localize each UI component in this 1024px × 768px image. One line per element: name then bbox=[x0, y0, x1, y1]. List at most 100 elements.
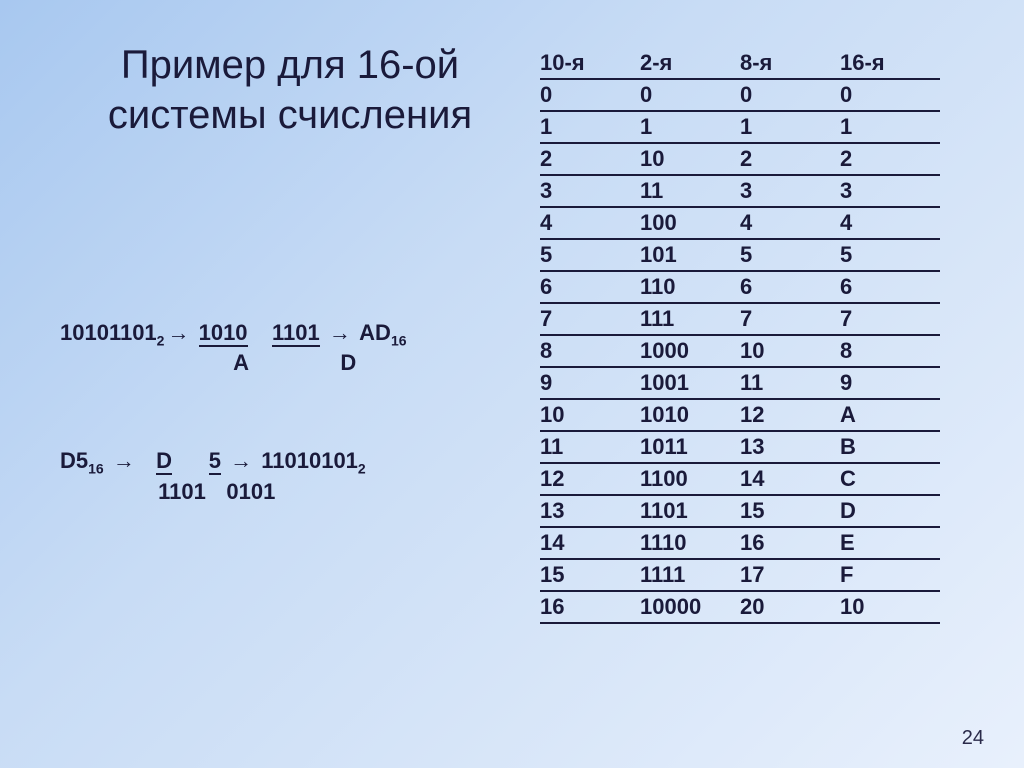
table-cell: 0 bbox=[740, 79, 840, 111]
table-cell: 101 bbox=[640, 239, 740, 271]
title-line-2: системы счисления bbox=[108, 93, 472, 137]
table-cell: 1000 bbox=[640, 335, 740, 367]
example-2: D516 → D 5 → 110101012 bbox=[60, 448, 407, 476]
table-cell: 1 bbox=[640, 111, 740, 143]
ex2-group-2: 5 bbox=[209, 448, 221, 475]
table-row: 12110014C bbox=[540, 463, 940, 495]
conversion-table: 10-я 2-я 8-я 16-я 0000111121022311334100… bbox=[540, 48, 940, 624]
table-cell: 14 bbox=[540, 527, 640, 559]
table-cell: 100 bbox=[640, 207, 740, 239]
table-cell: 6 bbox=[740, 271, 840, 303]
table-cell: 10000 bbox=[640, 591, 740, 623]
table-cell: 10 bbox=[540, 399, 640, 431]
arrow-icon: → bbox=[230, 448, 252, 473]
table-cell: 0 bbox=[840, 79, 940, 111]
table-cell: 111 bbox=[640, 303, 740, 335]
ex1-src: 10101101 bbox=[60, 320, 157, 345]
table-cell: 7 bbox=[740, 303, 840, 335]
table-cell: 9 bbox=[540, 367, 640, 399]
table-cell: 5 bbox=[740, 239, 840, 271]
table-cell: 1 bbox=[740, 111, 840, 143]
ex2-result-sub: 2 bbox=[358, 461, 366, 477]
ex2-src: D5 bbox=[60, 448, 88, 473]
ex1-label-2: D bbox=[328, 350, 368, 376]
table-cell: 10 bbox=[740, 335, 840, 367]
ex1-result-sub: 16 bbox=[391, 332, 407, 348]
table-row: 11101113B bbox=[540, 431, 940, 463]
ex1-label-1: A bbox=[221, 350, 261, 376]
table-cell: 11 bbox=[640, 175, 740, 207]
table-row: 410044 bbox=[540, 207, 940, 239]
table-cell: 14 bbox=[740, 463, 840, 495]
page-number: 24 bbox=[962, 727, 984, 750]
col-header: 8-я bbox=[740, 48, 840, 79]
ex2-result: 11010101 bbox=[261, 448, 358, 473]
table-cell: B bbox=[840, 431, 940, 463]
table-cell: 4 bbox=[840, 207, 940, 239]
table-cell: 15 bbox=[540, 559, 640, 591]
table-cell: 13 bbox=[740, 431, 840, 463]
ex1-group-1: 1010 bbox=[199, 320, 248, 347]
ex1-src-sub: 2 bbox=[157, 332, 165, 348]
table-cell: 3 bbox=[540, 175, 640, 207]
title-line-1: Пример для 16-ой bbox=[121, 43, 459, 87]
ex2-label-2: 0101 bbox=[226, 479, 276, 505]
table-cell: A bbox=[840, 399, 940, 431]
table-cell: 6 bbox=[840, 271, 940, 303]
table-cell: 1100 bbox=[640, 463, 740, 495]
table-cell: 1 bbox=[840, 111, 940, 143]
examples-block: 101011012→ 1010 1101 → AD16 A D D516 → D… bbox=[60, 320, 407, 505]
table-row: 16100002010 bbox=[540, 591, 940, 623]
table-cell: 2 bbox=[840, 143, 940, 175]
table-cell: 7 bbox=[840, 303, 940, 335]
ex1-group-2: 1101 bbox=[272, 320, 320, 347]
table-row: 611066 bbox=[540, 271, 940, 303]
table-cell: 1001 bbox=[640, 367, 740, 399]
table-cell: 2 bbox=[740, 143, 840, 175]
table-row: 14111016E bbox=[540, 527, 940, 559]
table-cell: 7 bbox=[540, 303, 640, 335]
table-cell: 11 bbox=[740, 367, 840, 399]
table-cell: 4 bbox=[540, 207, 640, 239]
table-cell: F bbox=[840, 559, 940, 591]
table-cell: 1010 bbox=[640, 399, 740, 431]
arrow-icon: → bbox=[329, 320, 351, 345]
table-cell: 5 bbox=[840, 239, 940, 271]
example-1: 101011012→ 1010 1101 → AD16 bbox=[60, 320, 407, 348]
table-row: 15111117F bbox=[540, 559, 940, 591]
col-header: 10-я bbox=[540, 48, 640, 79]
table-row: 21022 bbox=[540, 143, 940, 175]
table-cell: 1011 bbox=[640, 431, 740, 463]
slide-title: Пример для 16-ой системы счисления bbox=[60, 40, 520, 140]
table-cell: 20 bbox=[740, 591, 840, 623]
table-cell: 8 bbox=[840, 335, 940, 367]
col-header: 16-я bbox=[840, 48, 940, 79]
arrow-icon: → bbox=[167, 320, 189, 345]
table-cell: 1110 bbox=[640, 527, 740, 559]
table-cell: 17 bbox=[740, 559, 840, 591]
table-cell: 2 bbox=[540, 143, 640, 175]
table-cell: 16 bbox=[740, 527, 840, 559]
table-cell: 10 bbox=[840, 591, 940, 623]
ex1-result: AD bbox=[359, 320, 391, 345]
arrow-icon: → bbox=[113, 448, 135, 473]
table-cell: 3 bbox=[840, 175, 940, 207]
table-cell: 4 bbox=[740, 207, 840, 239]
table-cell: 110 bbox=[640, 271, 740, 303]
table-cell: 0 bbox=[640, 79, 740, 111]
table-cell: 10 bbox=[640, 143, 740, 175]
table-cell: 6 bbox=[540, 271, 640, 303]
table-header-row: 10-я 2-я 8-я 16-я bbox=[540, 48, 940, 79]
table-row: 0000 bbox=[540, 79, 940, 111]
table-row: 1111 bbox=[540, 111, 940, 143]
table-row: 711177 bbox=[540, 303, 940, 335]
table-row: 81000108 bbox=[540, 335, 940, 367]
table-cell: 11 bbox=[540, 431, 640, 463]
table-row: 10101012A bbox=[540, 399, 940, 431]
table-cell: 16 bbox=[540, 591, 640, 623]
ex2-labels: 1101 0101 bbox=[60, 479, 407, 505]
table-cell: 5 bbox=[540, 239, 640, 271]
table-cell: 9 bbox=[840, 367, 940, 399]
ex2-group-1: D bbox=[156, 448, 172, 475]
table-cell: 3 bbox=[740, 175, 840, 207]
